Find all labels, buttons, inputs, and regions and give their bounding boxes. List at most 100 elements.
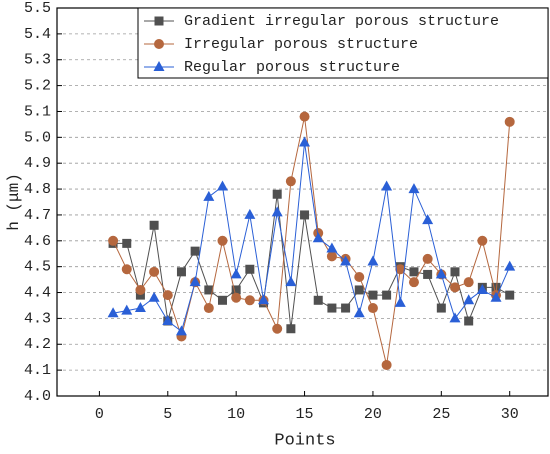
marker-square bbox=[313, 295, 323, 305]
marker-circle bbox=[463, 277, 474, 288]
y-tick-label: 5.0 bbox=[24, 129, 51, 146]
y-tick-label: 5.5 bbox=[24, 0, 51, 17]
marker-triangle bbox=[244, 208, 256, 219]
marker-square bbox=[300, 210, 310, 220]
marker-triangle bbox=[134, 302, 146, 313]
x-tick-label: 5 bbox=[163, 406, 172, 423]
marker-triangle bbox=[299, 136, 311, 147]
marker-circle bbox=[217, 235, 228, 246]
y-tick-label: 4.1 bbox=[24, 362, 51, 379]
legend-label: Gradient irregular porous structure bbox=[184, 13, 499, 30]
x-tick-label: 25 bbox=[432, 406, 450, 423]
marker-square bbox=[149, 220, 159, 230]
marker-square bbox=[464, 316, 474, 326]
marker-square bbox=[436, 303, 446, 313]
y-tick-label: 4.7 bbox=[24, 207, 51, 224]
marker-circle bbox=[395, 264, 406, 275]
marker-circle bbox=[504, 116, 515, 127]
marker-square bbox=[368, 290, 378, 300]
marker-square bbox=[135, 290, 145, 300]
marker-triangle bbox=[504, 260, 516, 271]
marker-triangle bbox=[408, 183, 420, 194]
marker-square bbox=[217, 295, 227, 305]
marker-circle bbox=[367, 303, 378, 314]
y-tick-label: 4.4 bbox=[24, 285, 51, 302]
marker-circle bbox=[108, 235, 119, 246]
marker-triangle bbox=[285, 276, 297, 287]
marker-square bbox=[409, 267, 419, 277]
marker-square bbox=[245, 264, 255, 274]
y-tick-label: 5.2 bbox=[24, 78, 51, 95]
marker-circle bbox=[272, 323, 283, 334]
marker-square bbox=[505, 290, 515, 300]
x-tick-label: 30 bbox=[501, 406, 519, 423]
marker-triangle bbox=[121, 304, 133, 315]
marker-triangle bbox=[189, 276, 201, 287]
marker-triangle bbox=[394, 296, 406, 307]
marker-square bbox=[382, 290, 392, 300]
x-axis-label: Points bbox=[274, 431, 335, 450]
marker-square bbox=[286, 324, 296, 334]
y-tick-label: 4.5 bbox=[24, 259, 51, 276]
y-tick-label: 4.0 bbox=[24, 388, 51, 405]
y-tick-label: 4.6 bbox=[24, 233, 51, 250]
series-line bbox=[113, 194, 510, 329]
marker-square bbox=[190, 246, 200, 256]
y-tick-label: 4.8 bbox=[24, 181, 51, 198]
marker-circle bbox=[121, 264, 132, 275]
marker-square bbox=[204, 285, 214, 295]
y-tick-label: 5.4 bbox=[24, 26, 51, 43]
marker-circle bbox=[231, 292, 242, 303]
marker-circle bbox=[422, 253, 433, 264]
marker-square bbox=[122, 238, 132, 248]
legend-marker bbox=[154, 39, 164, 49]
marker-square bbox=[354, 285, 364, 295]
marker-circle bbox=[408, 277, 419, 288]
y-tick-label: 4.3 bbox=[24, 310, 51, 327]
marker-triangle bbox=[326, 242, 338, 253]
marker-square bbox=[423, 269, 433, 279]
marker-triangle bbox=[490, 291, 502, 302]
legend-label: Irregular porous structure bbox=[184, 36, 418, 53]
legend-marker bbox=[153, 61, 165, 71]
marker-circle bbox=[203, 303, 214, 314]
legend-box bbox=[137, 7, 549, 79]
marker-triangle bbox=[216, 180, 228, 191]
marker-triangle bbox=[422, 214, 434, 225]
marker-triangle bbox=[449, 312, 461, 323]
y-tick-label: 5.1 bbox=[24, 103, 51, 120]
legend: Gradient irregular porous structure Irreg… bbox=[137, 7, 549, 79]
marker-circle bbox=[285, 176, 296, 187]
marker-circle bbox=[326, 251, 337, 262]
marker-triangle bbox=[148, 291, 160, 302]
marker-circle bbox=[299, 111, 310, 122]
marker-circle bbox=[135, 284, 146, 295]
marker-triangle bbox=[381, 180, 393, 191]
marker-square bbox=[231, 285, 241, 295]
marker-triangle bbox=[463, 294, 475, 305]
marker-triangle bbox=[435, 268, 447, 279]
y-axis-label: h (μm) bbox=[5, 173, 23, 231]
marker-triangle bbox=[230, 268, 242, 279]
marker-circle bbox=[244, 295, 255, 306]
x-tick-label: 0 bbox=[95, 406, 104, 423]
marker-circle bbox=[381, 359, 392, 370]
marker-circle bbox=[449, 282, 460, 293]
marker-square bbox=[450, 267, 460, 277]
marker-triangle bbox=[271, 206, 283, 217]
marker-square bbox=[176, 267, 186, 277]
x-tick-label: 15 bbox=[296, 406, 314, 423]
x-tick-label: 20 bbox=[364, 406, 382, 423]
x-tick-label: 10 bbox=[227, 406, 245, 423]
marker-square bbox=[272, 189, 282, 199]
marker-circle bbox=[477, 235, 488, 246]
y-tick-label: 4.2 bbox=[24, 336, 51, 353]
marker-triangle bbox=[340, 255, 352, 266]
marker-triangle bbox=[353, 307, 365, 318]
y-tick-label: 4.9 bbox=[24, 155, 51, 172]
y-tick-label: 5.3 bbox=[24, 52, 51, 69]
marker-square bbox=[491, 282, 501, 292]
marker-circle bbox=[162, 290, 173, 301]
marker-triangle bbox=[312, 232, 324, 243]
